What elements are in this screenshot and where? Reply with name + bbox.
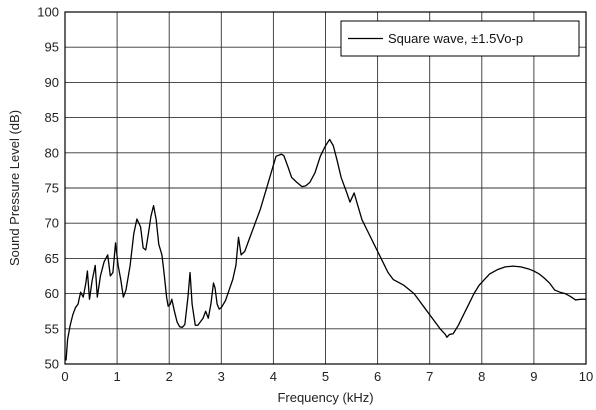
legend: Square wave, ±1.5Vo-p — [340, 20, 580, 57]
x-axis-ticks: 0 1 2 3 4 5 6 7 8 9 10 — [61, 369, 593, 384]
y-tick-label: 50 — [45, 357, 59, 372]
legend-label: Square wave, ±1.5Vo-p — [388, 31, 523, 46]
y-axis-label: Sound Pressure Level (dB) — [7, 110, 22, 266]
y-axis-ticks: 50 55 60 65 70 75 80 85 90 95 100 — [37, 5, 59, 372]
y-tick-label: 70 — [45, 216, 59, 231]
x-tick-label: 1 — [113, 369, 120, 384]
x-tick-label: 0 — [61, 369, 68, 384]
x-tick-label: 4 — [270, 369, 277, 384]
grid-lines — [64, 11, 587, 365]
y-tick-label: 100 — [37, 5, 59, 20]
x-tick-label: 8 — [478, 369, 485, 384]
x-tick-label: 5 — [322, 369, 329, 384]
x-axis-label: Frequency (kHz) — [277, 390, 373, 405]
y-tick-label: 55 — [45, 321, 59, 336]
x-tick-label: 10 — [579, 369, 593, 384]
x-tick-label: 3 — [218, 369, 225, 384]
x-tick-label: 7 — [426, 369, 433, 384]
x-tick-label: 6 — [374, 369, 381, 384]
x-tick-label: 2 — [166, 369, 173, 384]
y-tick-label: 85 — [45, 110, 59, 125]
y-tick-label: 95 — [45, 40, 59, 55]
y-tick-label: 75 — [45, 181, 59, 196]
series-line-square-wave — [65, 138, 586, 361]
y-tick-label: 60 — [45, 286, 59, 301]
y-tick-label: 90 — [45, 75, 59, 90]
plot-frame — [64, 11, 587, 365]
y-tick-label: 65 — [45, 251, 59, 266]
y-tick-label: 80 — [45, 145, 59, 160]
x-tick-label: 9 — [530, 369, 537, 384]
